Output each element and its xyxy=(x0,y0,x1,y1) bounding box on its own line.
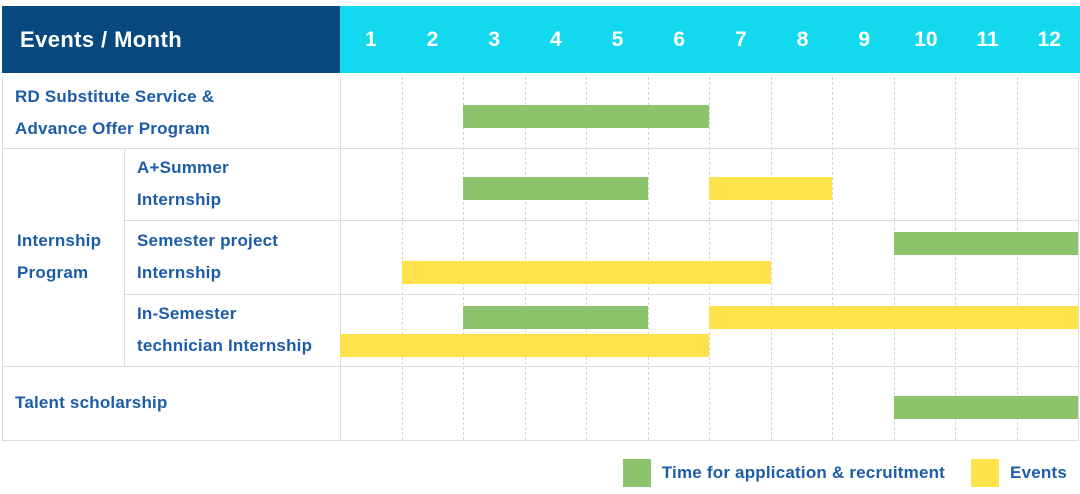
month-gridline xyxy=(955,77,956,440)
month-gridline xyxy=(524,77,526,440)
row-label-in-semester-technician: In-Semester technician Internship xyxy=(124,294,340,366)
month-label: 7 xyxy=(735,27,747,51)
group-label-line: Program xyxy=(17,263,89,282)
month-gridline xyxy=(586,77,587,440)
month-label: 4 xyxy=(550,27,562,51)
legend: Time for application & recruitment Event… xyxy=(622,459,1067,487)
month-label: 5 xyxy=(611,27,624,51)
application-bar xyxy=(463,305,648,329)
row-label-rd-substitute: RD Substitute Service & Advance Offer Pr… xyxy=(0,77,340,148)
row-label-semester-project: Semester project Internship xyxy=(124,220,340,294)
label-months-divider xyxy=(340,77,341,441)
row-separator xyxy=(2,366,1078,367)
table-right-border xyxy=(1078,77,1079,441)
application-bar xyxy=(893,395,1078,419)
legend-label-events: Events xyxy=(1010,463,1067,482)
month-gridline xyxy=(832,77,833,440)
header-title: Events / Month xyxy=(20,26,183,52)
row-label-talent-scholarship: Talent scholarship xyxy=(0,366,340,440)
row-separator xyxy=(124,220,1078,221)
header-title-cell: Events / Month xyxy=(2,6,340,73)
row-label-line: Advance Offer Program xyxy=(15,118,211,138)
event-bar xyxy=(709,176,832,200)
row-separator xyxy=(2,148,1078,149)
row-label-a-plus-summer: A+Summer Internship xyxy=(124,148,340,220)
month-gridline xyxy=(1016,77,1018,440)
legend-swatch-application xyxy=(622,459,651,487)
event-bar xyxy=(340,333,709,357)
month-gridline xyxy=(401,77,403,440)
month-label: 1 xyxy=(364,27,377,51)
month-label: 9 xyxy=(858,27,871,51)
row-separator xyxy=(124,294,1078,295)
month-label: 3 xyxy=(488,27,501,51)
sublabel-divider xyxy=(124,148,125,366)
row-label-line: In-Semester xyxy=(137,304,237,323)
event-bar xyxy=(709,305,1078,329)
event-bar xyxy=(401,261,771,285)
row-label-line: A+Summer xyxy=(137,158,229,177)
row-label-line: RD Substitute Service & xyxy=(15,86,215,106)
month-gridline xyxy=(770,77,772,440)
row-label-line: Talent scholarship xyxy=(15,393,168,412)
month-label: 10 xyxy=(914,27,938,51)
row-label-line: Semester project xyxy=(137,231,279,250)
legend-swatch-events xyxy=(971,459,1000,487)
month-gridline xyxy=(709,77,710,440)
application-bar xyxy=(893,232,1078,256)
month-gridline xyxy=(893,77,895,440)
month-label: 6 xyxy=(673,27,686,51)
legend-label-application: Time for application & recruitment xyxy=(661,463,946,482)
month-label: 2 xyxy=(426,27,439,51)
row-label-line: technician Internship xyxy=(137,336,313,355)
legend-item-application: Time for application & recruitment xyxy=(622,459,946,487)
legend-item-events: Events xyxy=(971,459,1067,487)
table-bottom-border xyxy=(2,440,1078,441)
group-label-internship-program: Internship Program xyxy=(0,148,124,366)
row-label-line: Internship xyxy=(137,263,222,282)
application-bar xyxy=(463,105,709,129)
month-label: 11 xyxy=(976,27,999,51)
month-label: 12 xyxy=(1037,27,1061,51)
month-gridline xyxy=(647,77,649,440)
month-header: 1 2 3 4 5 6 7 8 9 10 11 12 xyxy=(340,6,1080,73)
group-label-line: Internship xyxy=(17,231,102,250)
row-label-line: Internship xyxy=(137,190,222,209)
month-label: 8 xyxy=(796,27,809,51)
table-left-border xyxy=(2,77,3,441)
application-bar xyxy=(463,176,648,200)
month-gridline xyxy=(463,77,464,440)
